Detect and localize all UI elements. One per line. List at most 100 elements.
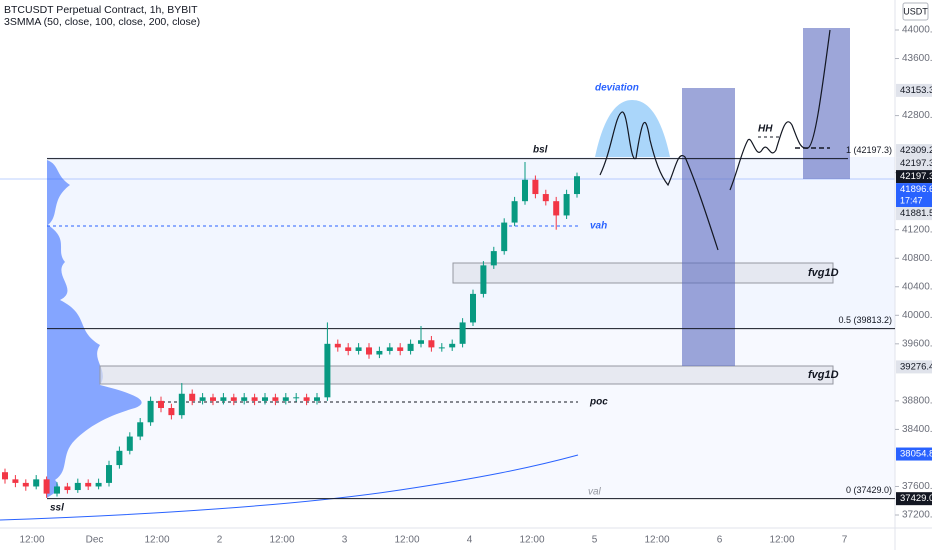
annotation-poc: poc bbox=[589, 397, 608, 408]
candle-body bbox=[459, 322, 466, 344]
x-tick-label: 6 bbox=[717, 535, 723, 546]
price-box bbox=[896, 360, 932, 374]
candle-body bbox=[490, 251, 497, 266]
candle-body bbox=[314, 397, 320, 401]
annotation-ssl: ssl bbox=[50, 503, 64, 514]
candle-body bbox=[189, 393, 196, 401]
currency-button[interactable] bbox=[902, 2, 929, 21]
price-box-label: 38054.8 bbox=[900, 449, 932, 460]
candle-body bbox=[428, 340, 435, 348]
price-box-label: 37429.0 bbox=[900, 493, 932, 504]
price-box bbox=[896, 144, 932, 158]
volume-profile bbox=[47, 160, 142, 498]
fib-zone-lower bbox=[47, 328, 895, 498]
candle-body bbox=[12, 479, 19, 483]
candle-body bbox=[251, 397, 258, 401]
candle-body bbox=[366, 347, 372, 355]
level-label: 0 (37429.0) bbox=[846, 485, 892, 495]
candle-body bbox=[282, 397, 289, 401]
annotation-hh: HH bbox=[758, 124, 773, 135]
candle-body bbox=[230, 397, 237, 401]
candle-body bbox=[178, 393, 185, 416]
x-tick-label: 12:00 bbox=[394, 535, 419, 546]
candle-body bbox=[563, 194, 570, 216]
price-box bbox=[896, 447, 932, 461]
y-tick-label: 40800.0 bbox=[902, 253, 932, 264]
candle-body bbox=[199, 397, 206, 401]
candle-body bbox=[116, 450, 123, 466]
candle-body bbox=[85, 482, 92, 487]
annotation-fvg-upper: fvg1D bbox=[808, 267, 839, 279]
candle-body bbox=[303, 397, 310, 401]
chart-title: BTCUSDT Perpetual Contract, 1h, BYBIT bbox=[4, 4, 198, 16]
candle-body bbox=[22, 482, 29, 487]
candle-body bbox=[262, 397, 268, 401]
x-tick-label: 3 bbox=[342, 535, 348, 546]
annotation-val: val bbox=[588, 487, 602, 498]
candle-body bbox=[386, 347, 393, 351]
candle-body bbox=[54, 486, 60, 494]
candle-body bbox=[43, 479, 50, 494]
price-box bbox=[896, 157, 932, 171]
x-tick-label: 12:00 bbox=[269, 535, 294, 546]
candle-body bbox=[334, 343, 341, 348]
price-box bbox=[896, 183, 932, 208]
candle-body bbox=[158, 400, 164, 409]
price-box-label: 41881.5 bbox=[900, 208, 932, 219]
candle-body bbox=[480, 265, 487, 294]
candle-body bbox=[64, 486, 71, 491]
candle-body bbox=[345, 347, 352, 351]
y-tick-label: 41200.0 bbox=[902, 224, 932, 235]
candle-body bbox=[418, 340, 424, 344]
candle-body bbox=[293, 397, 300, 399]
y-tick-label: 44000.0 bbox=[902, 25, 932, 36]
candle-body bbox=[470, 293, 476, 323]
candle-body bbox=[2, 472, 8, 480]
candle-body bbox=[407, 343, 414, 351]
price-box bbox=[896, 207, 932, 221]
candle-body bbox=[106, 465, 112, 483]
candle-body bbox=[126, 436, 133, 451]
candle-body bbox=[397, 347, 404, 351]
candle-body bbox=[438, 347, 445, 349]
candle-body bbox=[355, 347, 362, 351]
x-tick-label: 12:00 bbox=[144, 535, 169, 546]
price-box-label: 42197.3 bbox=[900, 171, 932, 182]
fvg-box-upper bbox=[452, 262, 834, 284]
price-box-label: 43153.3 bbox=[900, 85, 932, 96]
candle-body bbox=[33, 479, 40, 487]
y-tick-label: 37600.0 bbox=[902, 481, 932, 492]
projection-box-2 bbox=[803, 28, 850, 179]
annotation-vah: vah bbox=[590, 221, 607, 232]
y-tick-label: 39600.0 bbox=[902, 338, 932, 349]
candle-body bbox=[449, 343, 456, 348]
price-box-sub: 17:47 bbox=[900, 195, 923, 205]
currency-label[interactable]: USDT bbox=[903, 6, 928, 16]
annotation-deviation: deviation bbox=[595, 83, 639, 94]
candle-body bbox=[511, 201, 518, 223]
level-label: 0.5 (39813.2) bbox=[838, 315, 892, 325]
candle-body bbox=[137, 422, 144, 437]
y-tick-label: 38800.0 bbox=[902, 396, 932, 407]
price-box-label: 42197.3 bbox=[900, 158, 932, 169]
candle-body bbox=[272, 397, 279, 401]
candle-body bbox=[574, 176, 580, 195]
y-tick-label: 42800.0 bbox=[902, 110, 932, 121]
candle-body bbox=[95, 482, 102, 487]
y-tick-label: 37200.0 bbox=[902, 510, 932, 521]
price-box bbox=[896, 170, 932, 184]
indicator-label: 3SMMA (50, close, 100, close, 200, close… bbox=[4, 16, 200, 28]
candle-body bbox=[168, 408, 175, 416]
candle-body bbox=[553, 201, 560, 216]
price-box bbox=[896, 492, 932, 506]
candle-body bbox=[324, 343, 331, 398]
annotation-bsl: bsl bbox=[533, 145, 548, 156]
y-tick-label: 40000.0 bbox=[902, 310, 932, 321]
projection-box-1 bbox=[682, 88, 735, 366]
x-tick-label: 2 bbox=[217, 535, 223, 546]
x-tick-label: Dec bbox=[86, 535, 104, 546]
price-box-label: 41896.6 bbox=[900, 184, 932, 195]
y-tick-label: 43600.0 bbox=[902, 53, 932, 64]
